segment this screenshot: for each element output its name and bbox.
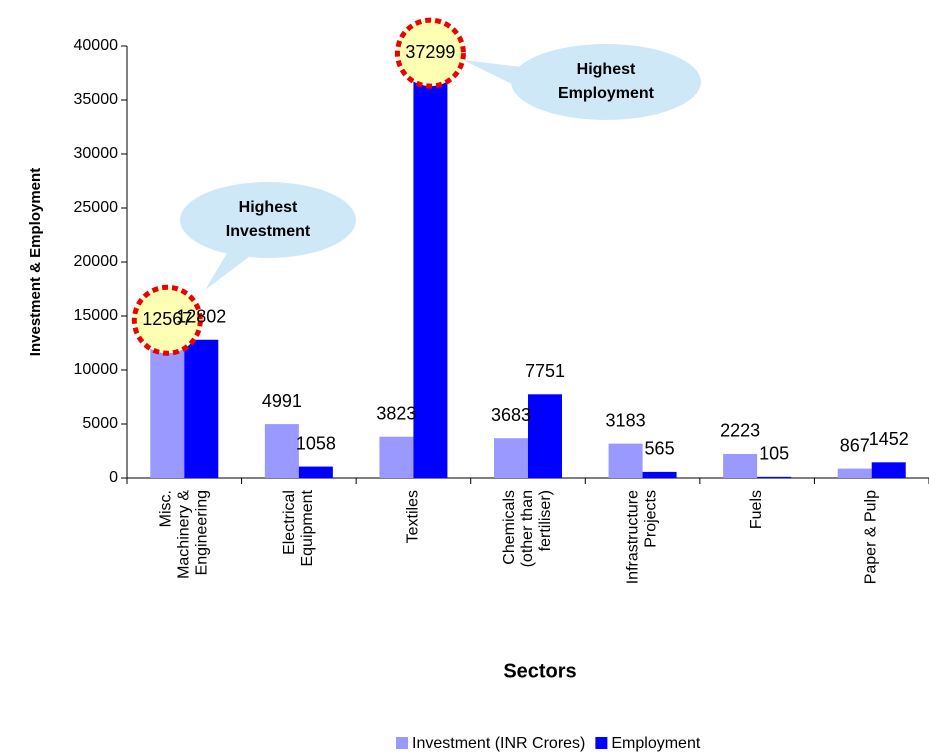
- x-axis-title: Sectors: [503, 660, 576, 682]
- data-label: 565: [645, 439, 675, 459]
- callout-bubble: [511, 44, 701, 120]
- bar: [642, 471, 677, 478]
- data-label: 1058: [296, 433, 336, 453]
- data-label: 12802: [176, 306, 226, 326]
- x-tick-label: Textiles: [405, 490, 422, 543]
- bar: [494, 438, 528, 478]
- data-label: 3683: [491, 405, 531, 425]
- bar: [379, 436, 414, 478]
- data-label: 12567: [142, 309, 192, 329]
- x-tick-label: Paper & Pulp: [863, 490, 880, 584]
- callout: [180, 44, 701, 290]
- x-tick-label: ElectricalEquipment: [281, 489, 316, 566]
- bar: [150, 342, 185, 478]
- bar: [413, 75, 448, 478]
- callout-bubble: [180, 182, 356, 258]
- legend-label: Employment: [611, 735, 700, 752]
- data-label: 37299: [405, 42, 455, 62]
- bar: [264, 424, 299, 478]
- data-label: 7751: [525, 361, 565, 381]
- y-axis-title: Investment & Employment: [27, 168, 44, 356]
- x-tick-label: InfrastructureProjects: [625, 490, 660, 584]
- legend-swatch: [396, 737, 408, 749]
- data-label: 1452: [869, 429, 909, 449]
- bar: [528, 394, 562, 478]
- highlight-circle: [131, 284, 203, 356]
- y-tick-label: 25000: [74, 199, 119, 216]
- bar: [871, 462, 906, 478]
- x-tick-label: Misc.Machinery &Engineering: [158, 490, 211, 579]
- data-label: 105: [759, 444, 789, 464]
- bar: [723, 453, 758, 478]
- bar: [184, 339, 219, 478]
- y-tick-label: 40000: [74, 37, 119, 54]
- bar: [298, 466, 333, 478]
- x-tick-label: Fuels: [748, 490, 765, 529]
- legend: Investment (INR Crores) Employment: [396, 735, 701, 752]
- data-label: 3183: [606, 410, 646, 430]
- bar: [757, 476, 792, 478]
- data-label: 3823: [376, 403, 416, 423]
- x-tick-label: Chemicals(other thanfertiliser): [501, 490, 554, 567]
- annotation: Highest Investment: [226, 199, 311, 240]
- y-tick-label: 30000: [74, 145, 119, 162]
- y-tick-label: 35000: [74, 91, 119, 108]
- annotation: Highest Employment: [558, 61, 655, 102]
- legend-swatch: [595, 737, 608, 749]
- data-label: 867: [840, 435, 870, 455]
- y-tick-label: 15000: [74, 307, 119, 324]
- bar: [837, 468, 872, 478]
- legend-label: Investment (INR Crores): [412, 735, 585, 752]
- highlight-circle: [394, 17, 466, 89]
- data-label: 4991: [262, 391, 302, 411]
- y-tick-label: 5000: [82, 415, 118, 432]
- callout-pointer: [205, 248, 258, 290]
- bar: [608, 443, 643, 478]
- y-tick-label: 10000: [74, 361, 119, 378]
- y-tick-label: 20000: [74, 253, 119, 270]
- y-tick-label: 0: [109, 469, 118, 486]
- data-label: 2223: [720, 421, 760, 441]
